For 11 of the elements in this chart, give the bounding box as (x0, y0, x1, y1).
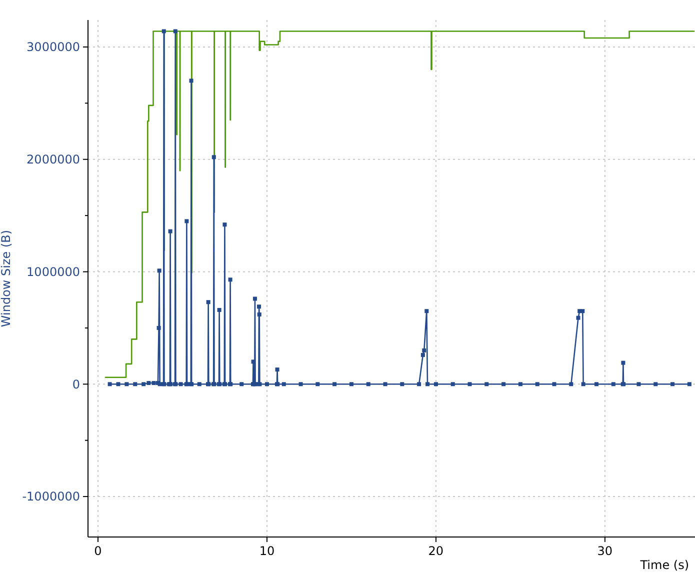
x-tick-label: 10 (259, 544, 275, 558)
y-axis-title: Window Size (B) (0, 230, 13, 328)
y-tick-label: 3000000 (26, 40, 80, 54)
y-tick-label: 1000000 (26, 264, 80, 279)
x-tick-label: 30 (597, 544, 613, 558)
x-tick-label: 0 (94, 544, 102, 558)
x-axis-title: Time (s) (639, 558, 689, 572)
y-tick-label: 2000000 (26, 152, 80, 167)
x-tick-label: 20 (428, 544, 444, 558)
y-tick-label: -1000000 (22, 490, 80, 504)
y-tick-label: 0 (72, 377, 80, 392)
